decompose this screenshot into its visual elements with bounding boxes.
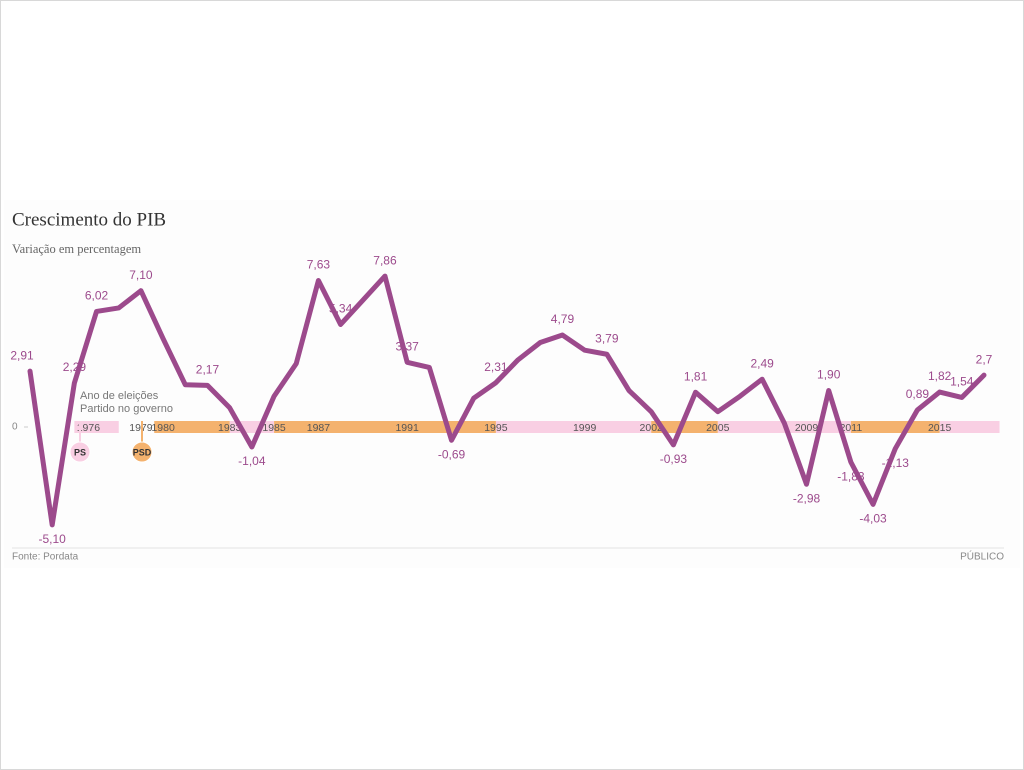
data-label: 1,90 — [817, 368, 841, 382]
data-label: -1,13 — [882, 456, 910, 470]
data-label: 1,82 — [928, 369, 952, 383]
x-tick-label: 2015 — [928, 422, 952, 434]
data-label: 2,31 — [484, 360, 508, 374]
government-band — [74, 421, 119, 433]
chart-background — [4, 200, 1020, 568]
data-label: -4,03 — [859, 512, 887, 526]
source: Fonte: Pordata — [12, 552, 79, 563]
government-band — [154, 421, 230, 433]
legend-swatch — [69, 441, 91, 463]
x-tick-label: 1987 — [307, 422, 331, 434]
government-band — [495, 421, 652, 433]
x-tick-label: 1999 — [573, 422, 597, 434]
data-label: 6,02 — [85, 289, 109, 303]
x-tick-label: 1995 — [484, 422, 508, 434]
data-label: 7,86 — [373, 253, 397, 267]
legend-label: PS — [74, 447, 86, 457]
data-label: -1,04 — [238, 454, 266, 468]
legend-title: Ano de eleições — [80, 390, 159, 402]
legend-label: PSD — [133, 447, 152, 457]
data-label: -0,93 — [660, 452, 688, 466]
gdp-line — [27, 273, 987, 528]
x-tick-label: 2011 — [840, 422, 863, 434]
data-label: -0,69 — [438, 447, 466, 461]
data-label: 2,7 — [976, 352, 993, 366]
data-label: 3,37 — [395, 339, 419, 353]
data-label: 7,63 — [307, 258, 331, 272]
government-band — [850, 421, 940, 433]
legend-subtitle: Partido no governo — [80, 403, 173, 415]
data-label: -5,10 — [39, 532, 67, 546]
data-label: 5,34 — [329, 302, 353, 316]
data-label: 2,17 — [196, 363, 220, 377]
x-tick-label: 1980 — [151, 422, 175, 434]
data-label: 7,10 — [129, 268, 153, 282]
data-label: 1,54 — [950, 375, 974, 389]
data-label: 2,91 — [10, 348, 34, 362]
x-tick-label: 2009 — [795, 422, 819, 434]
legend-swatch — [131, 441, 153, 463]
data-label: 2,49 — [750, 356, 774, 370]
x-tick-label: 1983 — [218, 422, 242, 434]
data-label: -1,83 — [837, 469, 865, 483]
data-label: 2,29 — [63, 360, 87, 374]
data-label: 1,81 — [684, 369, 708, 383]
government-band — [274, 421, 496, 433]
chart-title: Crescimento do PIB — [12, 209, 166, 230]
data-label: 3,79 — [595, 331, 619, 345]
x-tick-label: 1991 — [395, 422, 419, 434]
chart-subtitle: Variação em percentagem — [12, 242, 141, 256]
x-tick-label: 1976 — [77, 422, 101, 434]
credit: PÚBLICO — [960, 550, 1004, 563]
data-label: -2,98 — [793, 491, 821, 505]
data-label: 0,89 — [906, 387, 930, 401]
government-band — [651, 421, 718, 433]
data-label: 4,79 — [551, 312, 575, 326]
x-tick-label: 2005 — [706, 422, 730, 434]
y-tick-label: 0 — [12, 422, 18, 433]
x-tick-label: 1985 — [262, 422, 286, 434]
government-band — [939, 421, 1000, 433]
